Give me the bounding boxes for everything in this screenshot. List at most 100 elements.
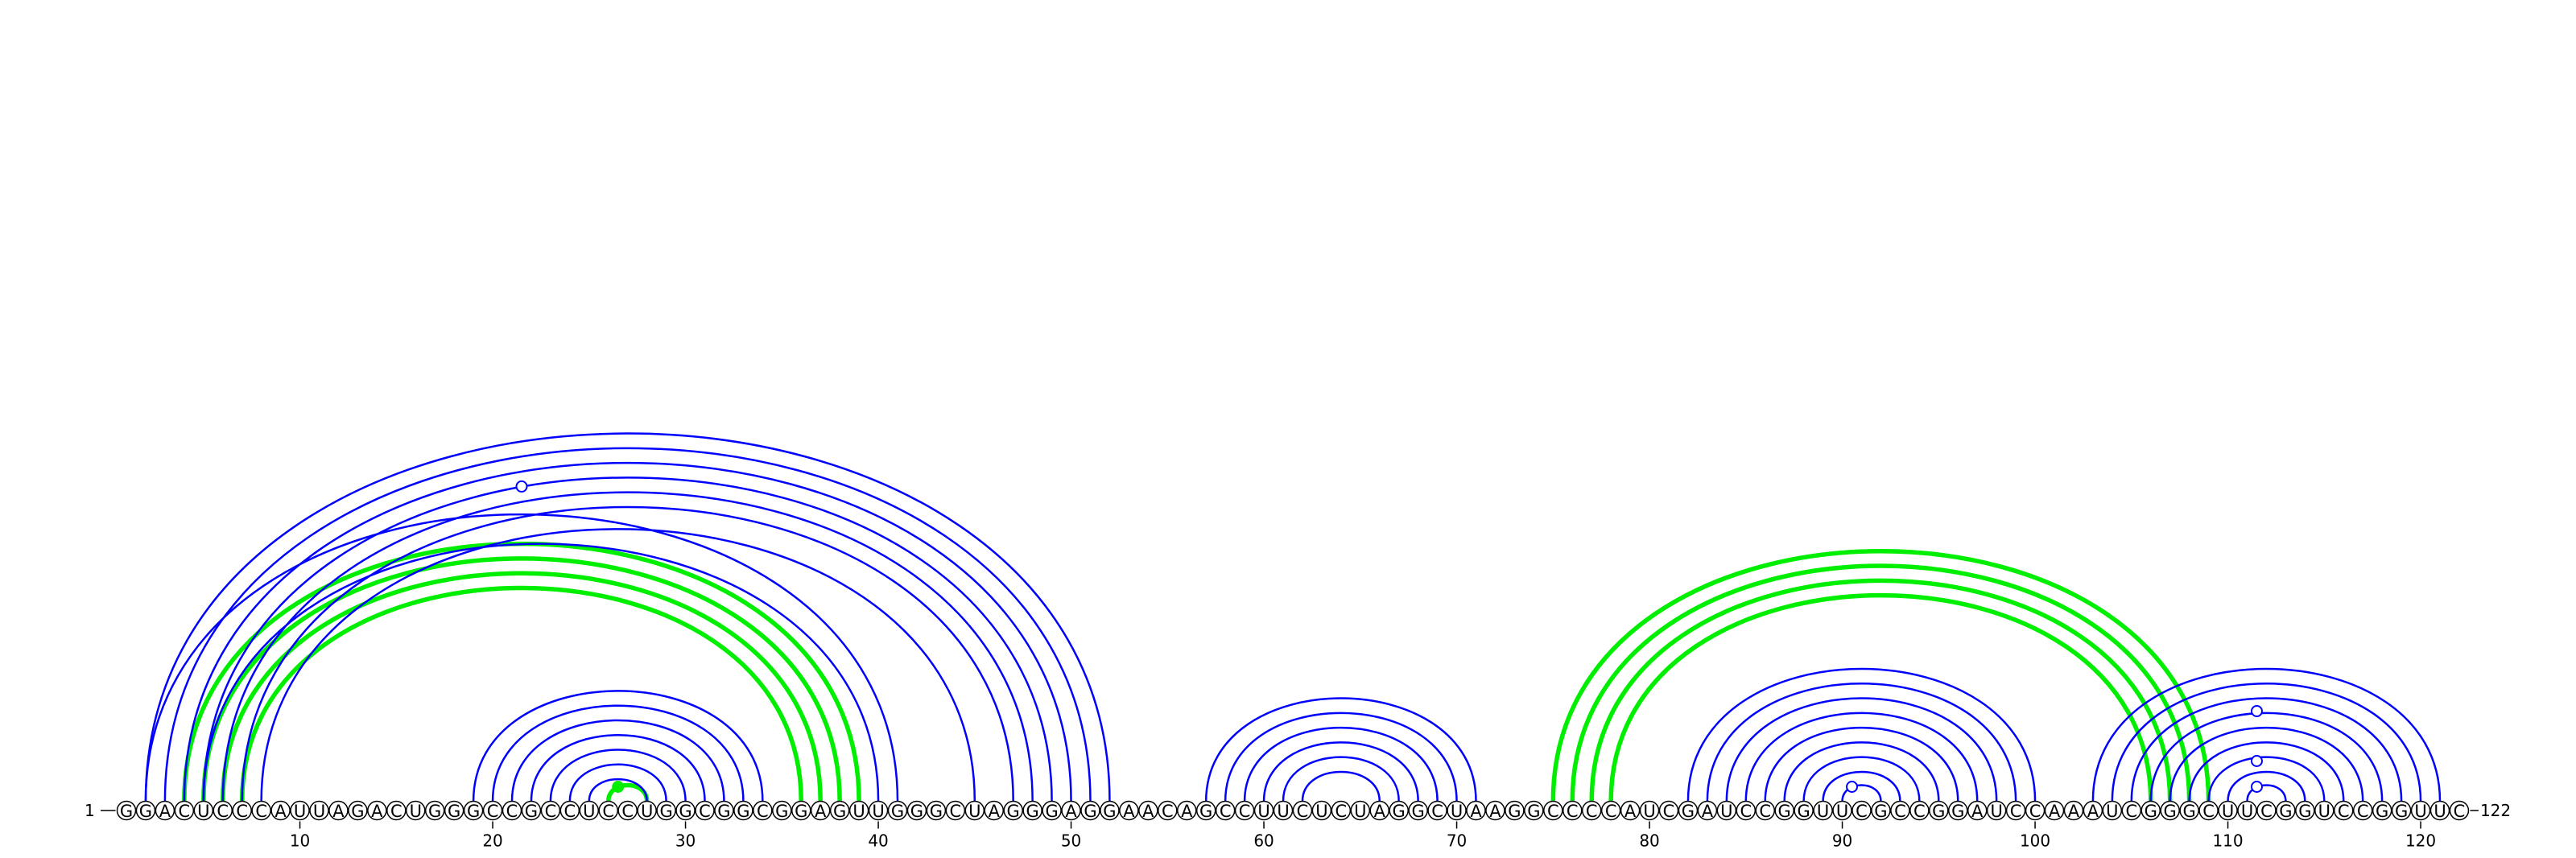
nucleotide-letter: C (1335, 802, 1348, 821)
tick-label: 60 (1253, 831, 1274, 851)
base-pair-arc-primary (1744, 712, 1979, 802)
nucleotide: U (193, 800, 214, 821)
nucleotide-letter: G (891, 802, 904, 821)
base-pair-arc-primary (549, 749, 687, 802)
nucleotide-circle (1119, 800, 1139, 821)
base-pair-arc-primary (2227, 770, 2306, 802)
nucleotide: U (1253, 800, 1274, 821)
nucleotide-letter: U (1277, 802, 1289, 821)
nucleotide-circle (2256, 800, 2277, 821)
nucleotide: G (463, 800, 484, 821)
nucleotide: C (1581, 800, 1602, 821)
nucleotide-circle (1890, 800, 1910, 821)
nucleotide-letter: A (1065, 802, 1077, 821)
nucleotide: G (2295, 800, 2315, 821)
nucleotide-letter: A (275, 802, 287, 821)
base-pair-arc-primary (1783, 741, 1940, 802)
nucleotide-letter: C (602, 802, 614, 821)
nucleotide-letter: A (159, 802, 171, 821)
tick-label: 50 (1061, 831, 1081, 851)
nucleotide-letter: G (1007, 802, 1020, 821)
nucleotide-circle (1022, 800, 1042, 821)
nucleotide-circle (2218, 800, 2238, 821)
nucleotide-letter: A (2049, 802, 2061, 821)
base-pair-arc-primary (2169, 726, 2364, 802)
nucleotide: G (1080, 800, 1100, 821)
nucleotide: G (772, 800, 792, 821)
base-pair-arc-primary (530, 734, 706, 802)
base-pair-arc-primary (144, 513, 899, 802)
nucleotide-letter: U (1720, 802, 1732, 821)
base-pair-arc-primary (1725, 697, 1998, 802)
nucleotide: C (2449, 800, 2470, 821)
nucleotide-circle (1080, 800, 1100, 821)
nucleotide-letter: U (641, 802, 653, 821)
nucleotide-letter: G (2376, 802, 2388, 821)
nucleotide-circle (2198, 800, 2219, 821)
nucleotide-circle (2391, 800, 2412, 821)
nucleotide: G (1408, 800, 1428, 821)
nucleotide-circle (1697, 800, 1718, 821)
nucleotide: G (2276, 800, 2296, 821)
nucleotide-circle (540, 800, 561, 821)
nucleotide-circle (1273, 800, 1294, 821)
nucleotide-circle (2121, 800, 2142, 821)
nucleotide: A (328, 800, 349, 821)
nucleotide-circle (1195, 800, 1216, 821)
base-pair-arc-primary (2246, 784, 2287, 802)
nucleotide: G (906, 800, 927, 821)
arc-marker (1846, 781, 1859, 793)
nucleotide-letter: C (1759, 802, 1771, 821)
nucleotide-letter: A (989, 802, 1001, 821)
nucleotide-letter: U (872, 802, 884, 821)
nucleotide-circle (232, 800, 252, 821)
nucleotide: C (174, 800, 195, 821)
nucleotide: A (1177, 800, 1197, 821)
nucleotide: A (1061, 800, 1081, 821)
tick-label: 120 (2405, 831, 2436, 851)
nucleotide: G (1871, 800, 1891, 821)
nucleotide-letter: C (1913, 802, 1926, 821)
nucleotide-circle (1138, 800, 1158, 821)
nucleotide-letter: U (2414, 802, 2426, 821)
nucleotide-circle (695, 800, 715, 821)
tick-label: 90 (1832, 831, 1852, 851)
base-pair-arc-primary (2149, 712, 2384, 802)
nucleotide-letter: G (1045, 802, 1058, 821)
arc-marker (2250, 781, 2263, 793)
nucleotide-circle (1485, 800, 1505, 821)
nucleotide-letter: G (737, 802, 749, 821)
nucleotide: U (1716, 800, 1737, 821)
nucleotide-circle (174, 800, 195, 821)
nucleotide-circle (772, 800, 792, 821)
nucleotide: U (309, 800, 329, 821)
nucleotide-letter: G (2395, 802, 2408, 821)
nucleotide: U (290, 800, 310, 821)
nucleotide-circle (1543, 800, 1563, 821)
nucleotide-letter: U (583, 802, 595, 821)
nucleotide-letter: C (255, 802, 267, 821)
nucleotide-letter: G (1798, 802, 1810, 821)
nucleotide-letter: G (1932, 802, 1945, 821)
nucleotide: C (1158, 800, 1178, 821)
nucleotide: A (1485, 800, 1505, 821)
nucleotide: A (270, 800, 291, 821)
nucleotide-letter: G (1682, 802, 1695, 821)
nucleotide-circle (1177, 800, 1197, 821)
nucleotide-circle (270, 800, 291, 821)
nucleotide-letter: C (545, 802, 557, 821)
nucleotide-letter: A (371, 802, 383, 821)
base-pair-arc-secondary (1589, 578, 2173, 802)
nucleotide: G (424, 800, 445, 821)
nucleotide-circle (637, 800, 657, 821)
nucleotide-circle (2372, 800, 2392, 821)
nucleotide-letter: A (1971, 802, 1984, 821)
nucleotide-circle (2025, 800, 2046, 821)
nucleotide-letter: C (1856, 802, 1868, 821)
nucleotide-circle (964, 800, 985, 821)
base-pair-arc-primary (1224, 712, 1458, 802)
nucleotide-letter: G (467, 802, 480, 821)
nucleotide: A (2083, 800, 2103, 821)
nucleotide-circle (2276, 800, 2296, 821)
